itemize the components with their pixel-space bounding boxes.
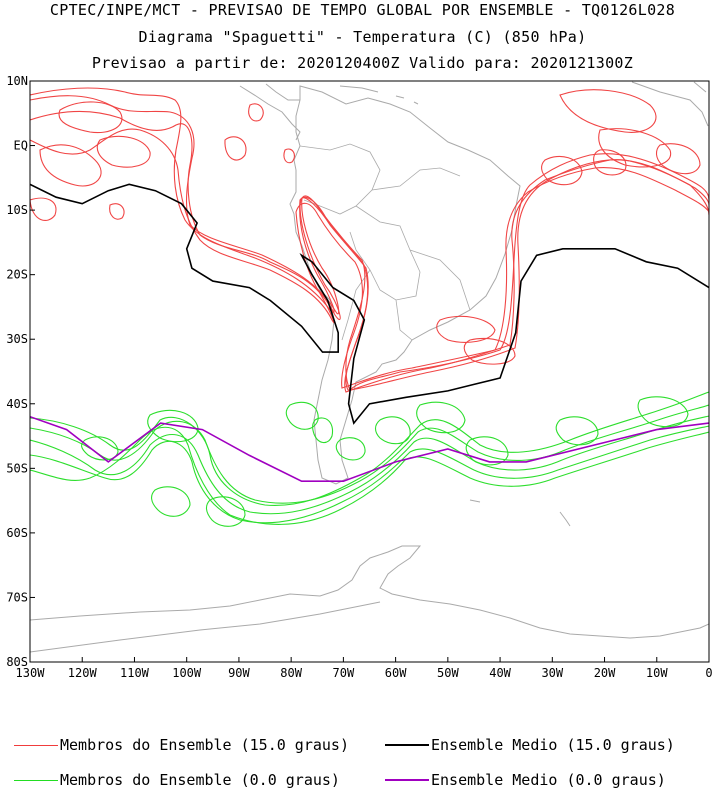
green-member-contour <box>30 391 709 506</box>
ensemble-mean-15-line <box>30 183 709 425</box>
lon-tick-label: 30W <box>541 666 563 680</box>
green-member-contour <box>285 401 319 430</box>
red-member-contour <box>30 87 709 391</box>
green-member-contour <box>30 404 709 504</box>
red-member-contour <box>593 149 627 176</box>
lat-tick-label: 10S <box>6 203 28 217</box>
lat-tick-label: EQ <box>14 139 28 153</box>
map-plot-area <box>30 81 709 653</box>
lon-tick-label: 100W <box>172 666 202 680</box>
lat-tick-label: 70S <box>6 590 28 604</box>
red-member-contour <box>224 136 247 161</box>
africa-coastline <box>631 81 709 127</box>
green-member-contour <box>30 415 709 515</box>
legend-red-members-label: Membros do Ensemble (15.0 graus) <box>60 736 349 754</box>
green-member-contour <box>637 396 689 428</box>
antarctica-coastline <box>30 545 709 653</box>
red-member-contour <box>598 128 672 168</box>
green-member-contour <box>374 416 411 445</box>
green-member-contour <box>147 409 199 443</box>
red-member-contour <box>559 89 657 133</box>
red-member-contour <box>541 155 583 186</box>
green-member-contour <box>30 426 709 525</box>
map-frame <box>29 80 710 663</box>
lon-tick-label: 60W <box>385 666 407 680</box>
green-member-contour <box>416 401 466 434</box>
coastline-layer <box>30 81 709 653</box>
legend-green-line-swatch <box>14 779 58 781</box>
lon-tick-label: 0 <box>705 666 712 680</box>
red-member-contour <box>655 143 701 175</box>
red-member-contour <box>30 95 709 393</box>
map-title-line-2: Diagrama "Spaguetti" - Temperatura (C) (… <box>138 28 587 46</box>
lat-tick-label: 80S <box>6 655 28 669</box>
red-member-contour <box>30 128 709 389</box>
red-member-contour <box>248 103 264 122</box>
map-title-line-1: CPTEC/INPE/MCT - PREVISAO DE TEMPO GLOBA… <box>49 1 676 19</box>
red-member-contour <box>436 315 496 343</box>
legend-red-members: Membros do Ensemble (15.0 graus) <box>14 736 349 754</box>
legend-green-members: Membros do Ensemble (0.0 graus) <box>14 771 340 789</box>
members-15-layer <box>30 87 709 393</box>
legend-green-members-label: Membros do Ensemble (0.0 graus) <box>60 771 340 789</box>
central-america-coastline <box>239 83 301 141</box>
lat-tick-label: 10N <box>6 74 28 88</box>
green-member-contour <box>151 486 191 517</box>
lon-tick-label: 130W <box>16 666 46 680</box>
red-member-contour <box>39 144 102 187</box>
green-member-contour <box>205 496 246 527</box>
lon-tick-label: 50W <box>437 666 459 680</box>
south-america-coastline <box>289 85 521 485</box>
lon-tick-label: 110W <box>120 666 150 680</box>
red-member-contour <box>463 337 516 365</box>
members-0-layer <box>30 391 709 527</box>
lat-tick-label: 50S <box>6 461 28 475</box>
green-member-contour <box>312 417 334 444</box>
caribbean-islands <box>339 85 419 105</box>
map-title-line-3: Previsao a partir de: 2020120400Z Valido… <box>91 54 634 72</box>
legend-black-mean-label: Ensemble Medio (15.0 graus) <box>431 736 675 754</box>
longitude-axis: 130W 120W 110W 100W 90W 80W 70W 60W 50W 40W 30W 20W… <box>16 657 713 680</box>
green-member-contour <box>30 425 709 524</box>
red-member-contour <box>109 203 125 220</box>
lon-tick-label: 80W <box>280 666 302 680</box>
lon-tick-label: 90W <box>228 666 250 680</box>
green-member-contour <box>465 436 509 466</box>
legend-purple-mean: Ensemble Medio (0.0 graus) <box>385 771 666 789</box>
ensemble-mean-0-line <box>30 415 709 482</box>
lat-tick-label: 20S <box>6 268 28 282</box>
lon-tick-label: 20W <box>594 666 616 680</box>
lat-tick-label: 40S <box>6 397 28 411</box>
lat-tick-label: 60S <box>6 526 28 540</box>
legend-black-line-swatch <box>385 744 429 746</box>
south-georgia-islands <box>469 499 571 527</box>
green-member-contour <box>81 436 119 461</box>
lon-tick-label: 120W <box>68 666 98 680</box>
red-member-contour <box>283 148 295 164</box>
lon-tick-label: 40W <box>489 666 511 680</box>
green-member-contour <box>335 437 366 461</box>
lon-tick-label: 10W <box>646 666 668 680</box>
legend-red-line-swatch <box>14 744 58 746</box>
lat-tick-label: 30S <box>6 332 28 346</box>
green-member-contour <box>555 416 599 446</box>
lon-tick-label: 70W <box>333 666 355 680</box>
red-member-contour <box>30 110 709 391</box>
latitude-axis: 10N EQ 10S 20S 30S 40S 50S 60S 70S 80S <box>6 74 35 669</box>
legend-black-mean: Ensemble Medio (15.0 graus) <box>385 736 675 754</box>
red-member-contour <box>30 197 57 221</box>
legend-purple-mean-label: Ensemble Medio (0.0 graus) <box>431 771 666 789</box>
legend-purple-line-swatch <box>385 779 429 781</box>
red-member-contour <box>96 135 151 168</box>
red-member-contour <box>58 101 123 134</box>
country-borders <box>299 143 471 341</box>
